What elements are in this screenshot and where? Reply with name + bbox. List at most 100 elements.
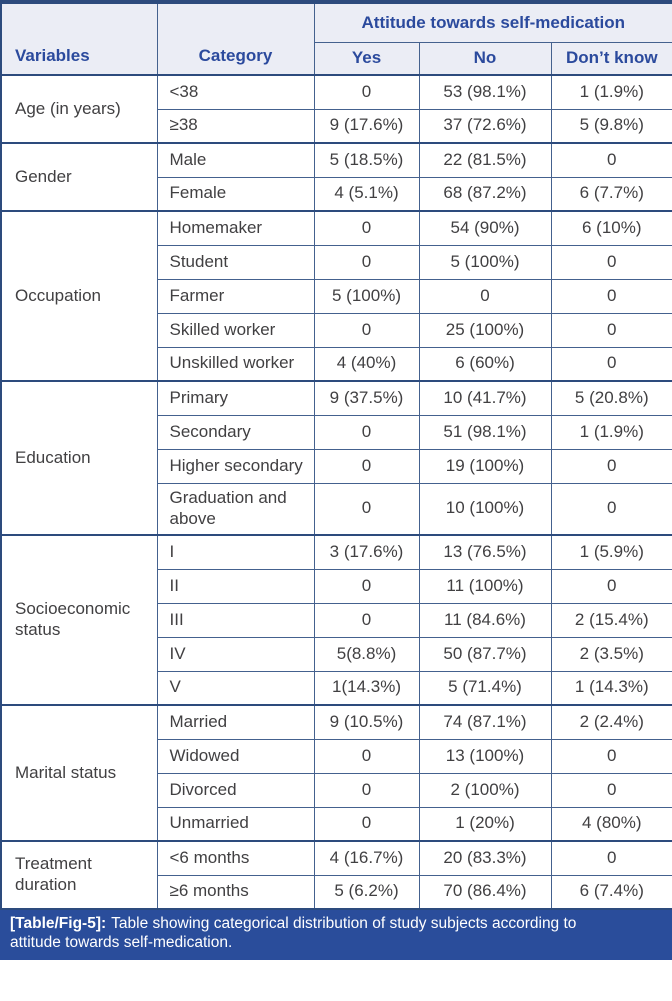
- figure-caption: [Table/Fig-5]: Table showing categorical …: [0, 910, 672, 961]
- variable-cell: Marital status: [0, 704, 158, 842]
- table-row: ≥38 9 (17.6%) 37 (72.6%) 5 (9.8%): [1, 108, 672, 144]
- variable-cell: Gender: [0, 142, 158, 212]
- table-row: Gender Male 5 (18.5%) 22 (81.5%) 0: [0, 142, 672, 212]
- value-cell-no: 1 (20%): [418, 806, 552, 842]
- value-cell-yes: 0: [313, 312, 420, 348]
- value-cell-yes: 0: [313, 806, 420, 842]
- category-cell: Unmarried: [156, 806, 315, 842]
- value-cell-yes: 0: [313, 74, 420, 110]
- col-header-category: Category: [156, 1, 315, 76]
- col-header-attitude-span: Attitude towards self-medication: [313, 1, 672, 43]
- value-cell-yes: 5 (18.5%): [313, 142, 420, 178]
- category-cell: Higher secondary: [156, 448, 315, 484]
- category-cell: Homemaker: [156, 210, 315, 246]
- category-cell: Male: [156, 142, 315, 178]
- category-cell: <6 months: [156, 840, 315, 876]
- category-cell: Skilled worker: [156, 312, 315, 348]
- value-cell-no: 19 (100%): [418, 448, 552, 484]
- table-row: III 0 11 (84.6%) 2 (15.4%): [1, 602, 672, 638]
- category-cell: V: [156, 670, 315, 706]
- value-cell-no: 68 (87.2%): [418, 176, 552, 212]
- header-row-sub: Yes No Don’t know: [1, 41, 672, 76]
- value-cell-dont-know: 0: [550, 568, 672, 604]
- table-header: Variables Category Attitude towards self…: [0, 1, 672, 76]
- value-cell-yes: 3 (17.6%): [313, 534, 420, 570]
- value-cell-yes: 5 (6.2%): [313, 874, 420, 910]
- table-row: Widowed 0 13 (100%) 0: [1, 738, 672, 774]
- table-row: Farmer 5 (100%) 0 0: [1, 278, 672, 314]
- value-cell-dont-know: 0: [550, 482, 672, 536]
- value-cell-yes: 5(8.8%): [313, 636, 420, 672]
- category-cell: Widowed: [156, 738, 315, 774]
- category-cell: Unskilled worker: [156, 346, 315, 382]
- figure-caption-text: Table showing categorical distribution o…: [10, 915, 577, 951]
- value-cell-yes: 4 (5.1%): [313, 176, 420, 212]
- value-cell-yes: 5 (100%): [313, 278, 420, 314]
- value-cell-dont-know: 1 (1.9%): [550, 74, 672, 110]
- value-cell-yes: 9 (10.5%): [313, 704, 420, 740]
- value-cell-yes: 4 (40%): [313, 346, 420, 382]
- table-row: V 1(14.3%) 5 (71.4%) 1 (14.3%): [1, 670, 672, 706]
- table-row: Graduation and above 0 10 (100%) 0: [1, 482, 672, 536]
- value-cell-yes: 0: [313, 602, 420, 638]
- value-cell-dont-know: 0: [550, 772, 672, 808]
- table-row: Occupation Homemaker 0 54 (90%) 6 (10%): [0, 210, 672, 382]
- category-cell: ≥6 months: [156, 874, 315, 910]
- data-table: Variables Category Attitude towards self…: [0, 0, 672, 910]
- col-header-variables: Variables: [0, 1, 158, 76]
- category-cell: Married: [156, 704, 315, 740]
- category-cell: Female: [156, 176, 315, 212]
- value-cell-dont-know: 0: [550, 840, 672, 876]
- category-cell: Primary: [156, 380, 315, 416]
- value-cell-dont-know: 0: [550, 738, 672, 774]
- value-cell-no: 10 (41.7%): [418, 380, 552, 416]
- value-cell-yes: 0: [313, 482, 420, 536]
- category-cell: III: [156, 602, 315, 638]
- figure-caption-label: [Table/Fig-5]:: [10, 915, 107, 932]
- variable-cell: Age (in years): [0, 74, 158, 144]
- category-cell: <38: [156, 74, 315, 110]
- category-cell: Secondary: [156, 414, 315, 450]
- table-row: ≥6 months 5 (6.2%) 70 (86.4%) 6 (7.4%): [1, 874, 672, 910]
- value-cell-yes: 0: [313, 210, 420, 246]
- category-cell: Farmer: [156, 278, 315, 314]
- value-cell-no: 5 (71.4%): [418, 670, 552, 706]
- value-cell-no: 0: [418, 278, 552, 314]
- table-row: IV 5(8.8%) 50 (87.7%) 2 (3.5%): [1, 636, 672, 672]
- col-header-yes: Yes: [313, 41, 420, 76]
- value-cell-no: 13 (76.5%): [418, 534, 552, 570]
- value-cell-yes: 0: [313, 414, 420, 450]
- value-cell-dont-know: 1 (14.3%): [550, 670, 672, 706]
- table-row: Unskilled worker 4 (40%) 6 (60%) 0: [1, 346, 672, 382]
- category-cell: Graduation and above: [156, 482, 315, 536]
- value-cell-no: 11 (84.6%): [418, 602, 552, 638]
- value-cell-yes: 0: [313, 738, 420, 774]
- value-cell-yes: 0: [313, 772, 420, 808]
- table-row: Higher secondary 0 19 (100%) 0: [1, 448, 672, 484]
- value-cell-dont-know: 6 (10%): [550, 210, 672, 246]
- value-cell-dont-know: 2 (2.4%): [550, 704, 672, 740]
- value-cell-no: 70 (86.4%): [418, 874, 552, 910]
- value-cell-no: 11 (100%): [418, 568, 552, 604]
- value-cell-no: 50 (87.7%): [418, 636, 552, 672]
- table-row: Unmarried 0 1 (20%) 4 (80%): [1, 806, 672, 842]
- value-cell-dont-know: 0: [550, 244, 672, 280]
- value-cell-dont-know: 6 (7.7%): [550, 176, 672, 212]
- value-cell-no: 37 (72.6%): [418, 108, 552, 144]
- value-cell-yes: 0: [313, 448, 420, 484]
- value-cell-dont-know: 5 (9.8%): [550, 108, 672, 144]
- value-cell-dont-know: 6 (7.4%): [550, 874, 672, 910]
- value-cell-dont-know: 0: [550, 312, 672, 348]
- variable-cell: Treatment duration: [0, 840, 158, 910]
- table-row: Divorced 0 2 (100%) 0: [1, 772, 672, 808]
- table-row: Treatment duration <6 months 4 (16.7%) 2…: [0, 840, 672, 910]
- variable-cell: Socioeconomic status: [0, 534, 158, 706]
- value-cell-dont-know: 0: [550, 278, 672, 314]
- value-cell-dont-know: 5 (20.8%): [550, 380, 672, 416]
- table-row: Marital status Married 9 (10.5%) 74 (87.…: [0, 704, 672, 842]
- value-cell-no: 74 (87.1%): [418, 704, 552, 740]
- table-row: Education Primary 9 (37.5%) 10 (41.7%) 5…: [0, 380, 672, 536]
- category-cell: II: [156, 568, 315, 604]
- variable-cell: Education: [0, 380, 158, 536]
